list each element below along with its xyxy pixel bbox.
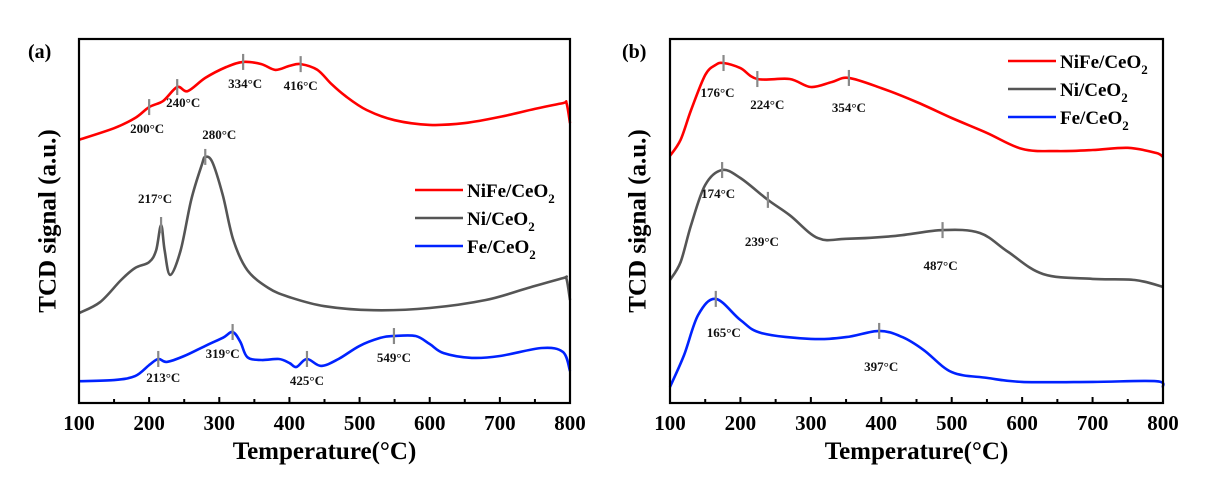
x-axis-title: Temperature(°C)	[825, 438, 1009, 465]
peak-label: 334°C	[228, 76, 262, 91]
x-tick-label: 100	[654, 411, 686, 435]
panel-label: (a)	[28, 41, 51, 63]
x-tick-label: 700	[1077, 411, 1109, 435]
peak-label: 397°C	[864, 359, 898, 374]
peak-label: 217°C	[138, 191, 172, 206]
series-line-nife-ceo2	[668, 61, 1164, 159]
peak-label: 416°C	[284, 78, 318, 93]
panel-b: 176°C 224°C 354°C 174°C 239°C 487°C 165°C 397°C…	[622, 37, 1179, 465]
peak-label: 319°C	[206, 346, 240, 361]
x-tick-label: 800	[1147, 411, 1179, 435]
panel-label: (b)	[622, 41, 646, 63]
legend: NiFe/CeO2 Ni/CeO2 Fe/CeO2	[1008, 52, 1148, 133]
legend-label: Ni/CeO2	[1060, 80, 1128, 105]
peak-label: 487°C	[924, 258, 958, 273]
peak-label: 549°C	[377, 350, 411, 365]
x-tick-label: 300	[204, 411, 236, 435]
peak-label: 239°C	[745, 234, 779, 249]
x-tick-label: 300	[795, 411, 827, 435]
x-tick-label: 200	[725, 411, 757, 435]
y-axis-title: TCD signal (a.u.)	[35, 129, 62, 312]
legend-label: NiFe/CeO2	[1060, 52, 1148, 77]
peak-label: 354°C	[832, 100, 866, 115]
series-line-nife-ceo2	[78, 60, 572, 142]
peak-label: 280°C	[202, 127, 236, 142]
x-tick-label: 700	[484, 411, 516, 435]
x-tick-label: 500	[936, 411, 968, 435]
peak-label: 224°C	[750, 97, 784, 112]
peak-label: 425°C	[290, 373, 324, 388]
peak-label: 240°C	[166, 95, 200, 110]
x-tick-label: 100	[63, 411, 95, 435]
legend-label: Ni/CeO2	[467, 209, 535, 234]
peak-label: 176°C	[700, 85, 734, 100]
peak-label: 174°C	[701, 186, 735, 201]
legend-label: Fe/CeO2	[467, 237, 536, 262]
series-line-ni-ceo2	[668, 168, 1164, 289]
peak-label: 165°C	[707, 325, 741, 340]
x-axis: 100 200 300 400 500 600 700 800	[654, 397, 1179, 435]
x-tick-label: 200	[133, 411, 165, 435]
x-tick-label: 800	[554, 411, 586, 435]
peak-label: 200°C	[130, 121, 164, 136]
x-axis: 100 200 300 400 500 600 700 800	[63, 397, 586, 435]
legend-label: Fe/CeO2	[1060, 108, 1129, 133]
x-tick-label: 400	[866, 411, 898, 435]
series-line-fe-ceo2	[668, 297, 1165, 388]
x-tick-label: 600	[414, 411, 446, 435]
series-line-ni-ceo2	[78, 155, 572, 315]
legend-label: NiFe/CeO2	[467, 181, 555, 206]
x-tick-label: 500	[344, 411, 376, 435]
peak-label: 213°C	[146, 370, 180, 385]
series-line-fe-ceo2	[78, 330, 572, 383]
x-tick-label: 600	[1006, 411, 1038, 435]
x-axis-title: Temperature(°C)	[233, 438, 417, 465]
x-tick-label: 400	[274, 411, 306, 435]
legend: NiFe/CeO2 Ni/CeO2 Fe/CeO2	[415, 181, 555, 262]
y-axis-title: TCD signal (a.u.)	[625, 129, 652, 312]
